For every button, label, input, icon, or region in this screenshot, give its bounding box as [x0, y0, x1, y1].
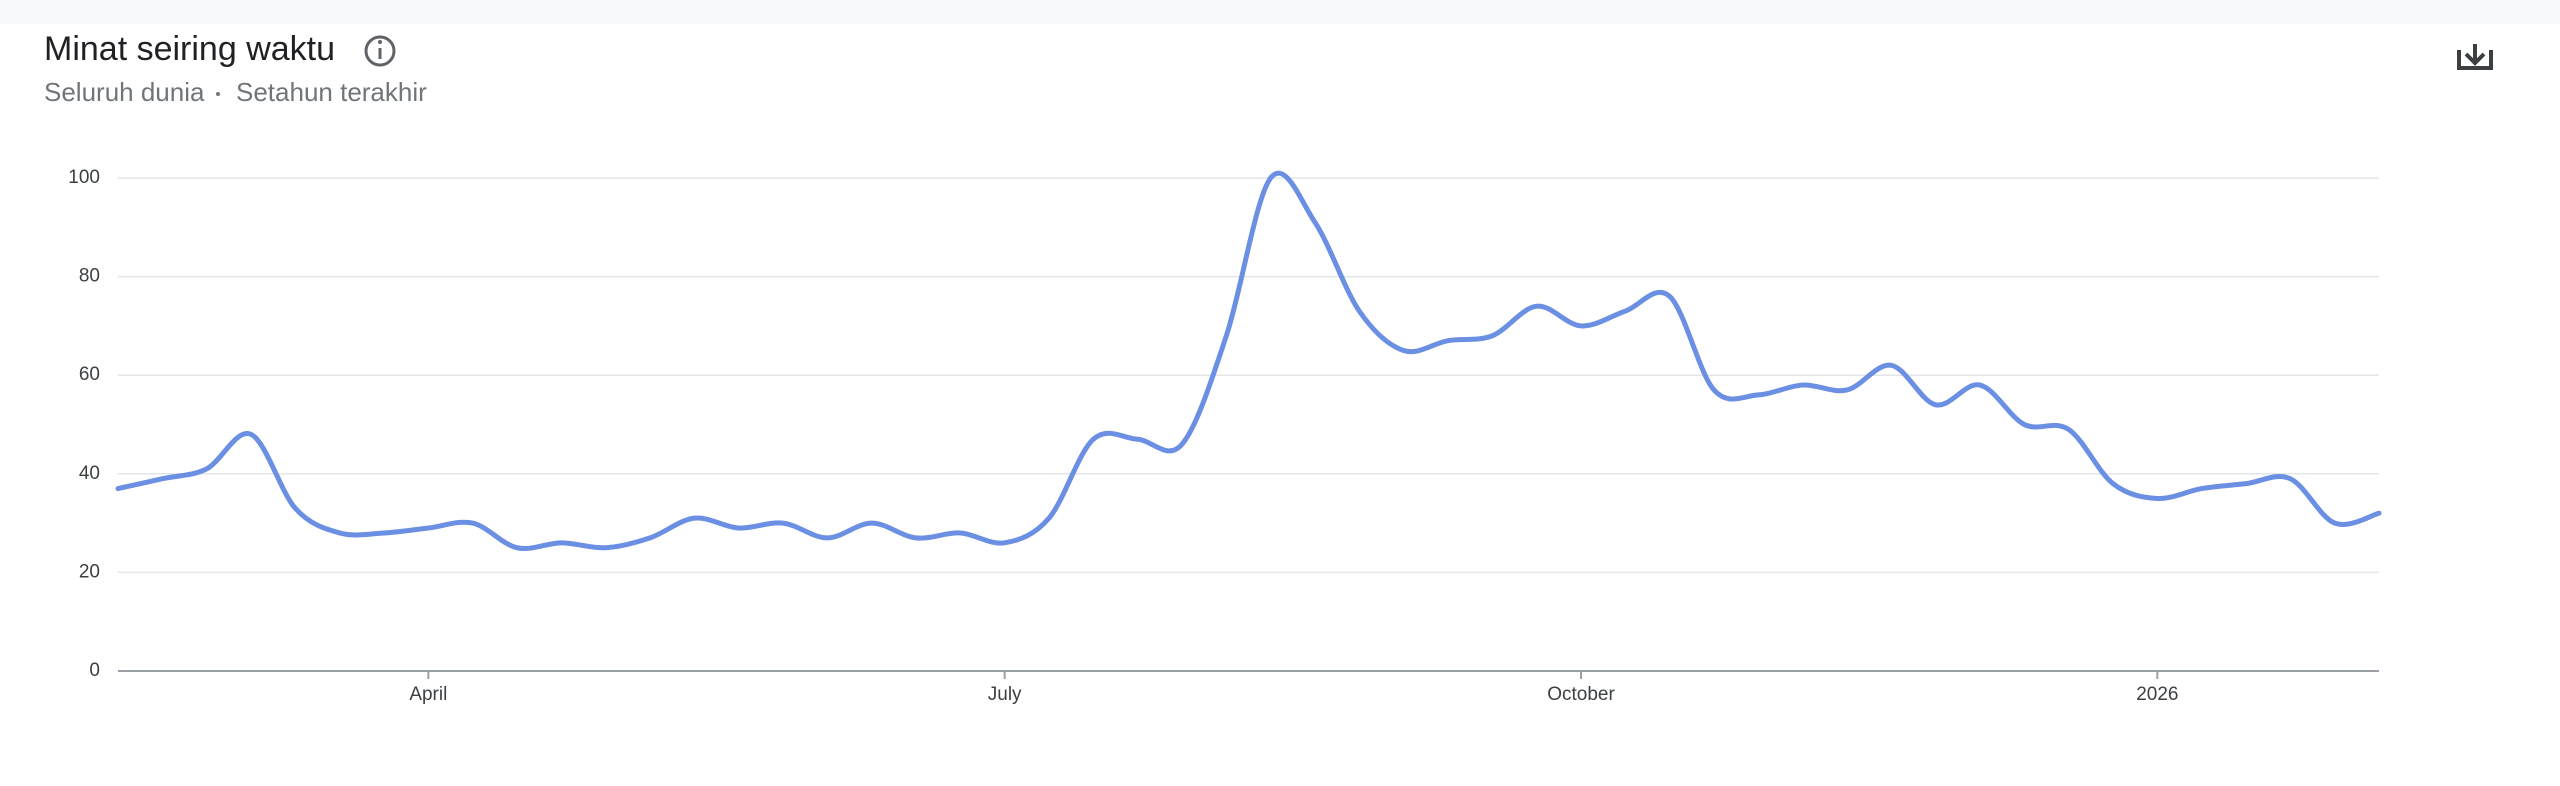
y-tick-label: 40 [79, 463, 100, 484]
top-strip [0, 0, 2560, 24]
chart-title: Minat seiring waktu [44, 30, 335, 68]
x-tick-label: October [1547, 684, 1615, 705]
x-tick-label: April [409, 684, 447, 705]
y-tick-label: 60 [79, 364, 100, 385]
info-icon[interactable] [364, 35, 396, 67]
y-tick-label: 0 [89, 660, 100, 681]
separator [216, 92, 220, 96]
x-tick-label: July [988, 684, 1022, 705]
y-tick-label: 80 [79, 266, 100, 287]
x-tick-label: 2026 [2136, 684, 2178, 705]
y-tick-label: 100 [68, 167, 100, 188]
y-tick-label: 20 [79, 561, 100, 582]
subtitle-region: Seluruh dunia [44, 77, 205, 107]
download-icon[interactable] [2457, 44, 2493, 70]
trend-line [115, 170, 2382, 551]
subtitle-period: Setahun terakhir [236, 77, 427, 107]
